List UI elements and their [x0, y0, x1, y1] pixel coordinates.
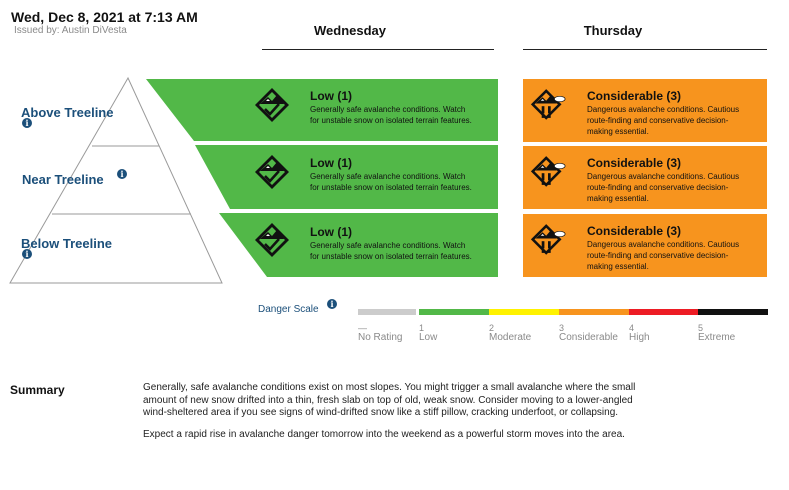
- rating-title: Considerable (3): [587, 224, 682, 238]
- thursday-band-above: [523, 79, 767, 142]
- rating-title: Considerable (3): [587, 156, 682, 170]
- summary-paragraph: Expect a rapid rise in avalanche danger …: [143, 428, 625, 440]
- thursday-rating-above: Considerable (3) Dangerous avalanche con…: [587, 89, 739, 137]
- scale-level-considerable: 3 Considerable: [559, 323, 618, 343]
- day-divider-wednesday: [262, 49, 494, 50]
- info-icon[interactable]: i: [117, 169, 127, 179]
- info-icon[interactable]: i: [327, 299, 337, 309]
- thursday-rating-below: Considerable (3) Dangerous avalanche con…: [587, 224, 739, 272]
- scale-level-no-rating: — No Rating: [358, 323, 403, 343]
- wednesday-band-below: [219, 213, 498, 277]
- wednesday-rating-below: Low (1) Generally safe avalanche conditi…: [310, 225, 472, 262]
- considerable-danger-icon: [530, 89, 566, 120]
- info-icon[interactable]: i: [22, 249, 32, 259]
- forecast-date: Wed, Dec 8, 2021 at 7:13 AM: [11, 9, 198, 25]
- scale-bar-moderate: [489, 309, 559, 315]
- scale-bar-low: [419, 309, 489, 315]
- wednesday-rating-near: Low (1) Generally safe avalanche conditi…: [310, 156, 472, 193]
- summary-paragraph: Generally, safe avalanche conditions exi…: [143, 382, 636, 418]
- issued-by: Issued by: Austin DiVesta: [14, 25, 127, 36]
- scale-level-low: 1 Low: [419, 323, 438, 343]
- low-danger-check-icon: [255, 155, 289, 189]
- day-header-thursday: Thursday: [583, 23, 643, 38]
- rating-description: Dangerous avalanche conditions. Cautious…: [587, 240, 740, 271]
- scale-bar-no-rating: [358, 309, 416, 315]
- elevation-pyramid: [9, 76, 223, 284]
- rating-title: Low (1): [310, 225, 352, 239]
- info-icon[interactable]: i: [22, 118, 32, 128]
- thursday-rating-near: Considerable (3) Dangerous avalanche con…: [587, 156, 739, 204]
- elevation-label-above-treeline[interactable]: Above Treeline: [21, 105, 114, 120]
- scale-level-extreme: 5 Extreme: [698, 323, 736, 343]
- rating-description: Generally safe avalanche conditions. Wat…: [310, 172, 472, 192]
- thursday-band-below: [523, 214, 767, 277]
- wednesday-rating-above: Low (1) Generally safe avalanche conditi…: [310, 89, 472, 126]
- rating-description: Generally safe avalanche conditions. Wat…: [310, 105, 472, 125]
- scale-bar-extreme: [698, 309, 768, 315]
- rating-description: Dangerous avalanche conditions. Cautious…: [587, 105, 740, 136]
- considerable-danger-icon: [530, 224, 566, 255]
- scale-bar-high: [629, 309, 698, 315]
- day-header-wednesday: Wednesday: [313, 23, 386, 38]
- wednesday-band-above: [146, 79, 498, 141]
- scale-bar-considerable: [559, 309, 629, 315]
- elevation-label-below-treeline[interactable]: Below Treeline: [21, 236, 113, 251]
- low-danger-check-icon: [255, 223, 289, 257]
- rating-title: Considerable (3): [587, 89, 682, 103]
- day-divider-thursday: [523, 49, 767, 50]
- rating-description: Dangerous avalanche conditions. Cautious…: [587, 172, 740, 203]
- summary-text: Generally, safe avalanche conditions exi…: [143, 382, 643, 441]
- summary-heading: Summary: [10, 383, 65, 397]
- scale-level-moderate: 2 Moderate: [489, 323, 532, 343]
- thursday-band-near: [523, 146, 767, 209]
- scale-level-high: 4 High: [629, 323, 650, 343]
- rating-title: Low (1): [310, 156, 352, 170]
- low-danger-check-icon: [255, 88, 289, 122]
- considerable-danger-icon: [530, 156, 566, 187]
- rating-description: Generally safe avalanche conditions. Wat…: [310, 241, 472, 261]
- danger-scale-link[interactable]: Danger Scale: [258, 304, 319, 315]
- elevation-label-near-treeline[interactable]: Near Treeline: [22, 172, 104, 187]
- rating-title: Low (1): [310, 89, 352, 103]
